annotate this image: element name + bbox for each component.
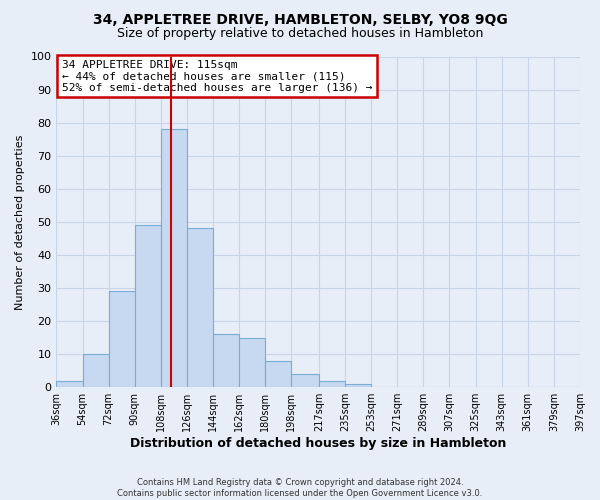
Text: Size of property relative to detached houses in Hambleton: Size of property relative to detached ho… <box>117 28 483 40</box>
Bar <box>109 292 135 387</box>
Bar <box>213 334 239 387</box>
Y-axis label: Number of detached properties: Number of detached properties <box>15 134 25 310</box>
Bar <box>265 361 292 387</box>
Bar <box>187 228 213 387</box>
Text: 34, APPLETREE DRIVE, HAMBLETON, SELBY, YO8 9QG: 34, APPLETREE DRIVE, HAMBLETON, SELBY, Y… <box>92 12 508 26</box>
Bar <box>239 338 265 387</box>
Bar <box>161 130 187 387</box>
Text: 34 APPLETREE DRIVE: 115sqm
← 44% of detached houses are smaller (115)
52% of sem: 34 APPLETREE DRIVE: 115sqm ← 44% of deta… <box>62 60 372 93</box>
Bar <box>292 374 319 387</box>
Bar <box>135 225 161 387</box>
Bar <box>345 384 371 387</box>
X-axis label: Distribution of detached houses by size in Hambleton: Distribution of detached houses by size … <box>130 437 506 450</box>
Bar <box>319 380 345 387</box>
Text: Contains HM Land Registry data © Crown copyright and database right 2024.
Contai: Contains HM Land Registry data © Crown c… <box>118 478 482 498</box>
Bar <box>56 380 83 387</box>
Bar <box>83 354 109 387</box>
